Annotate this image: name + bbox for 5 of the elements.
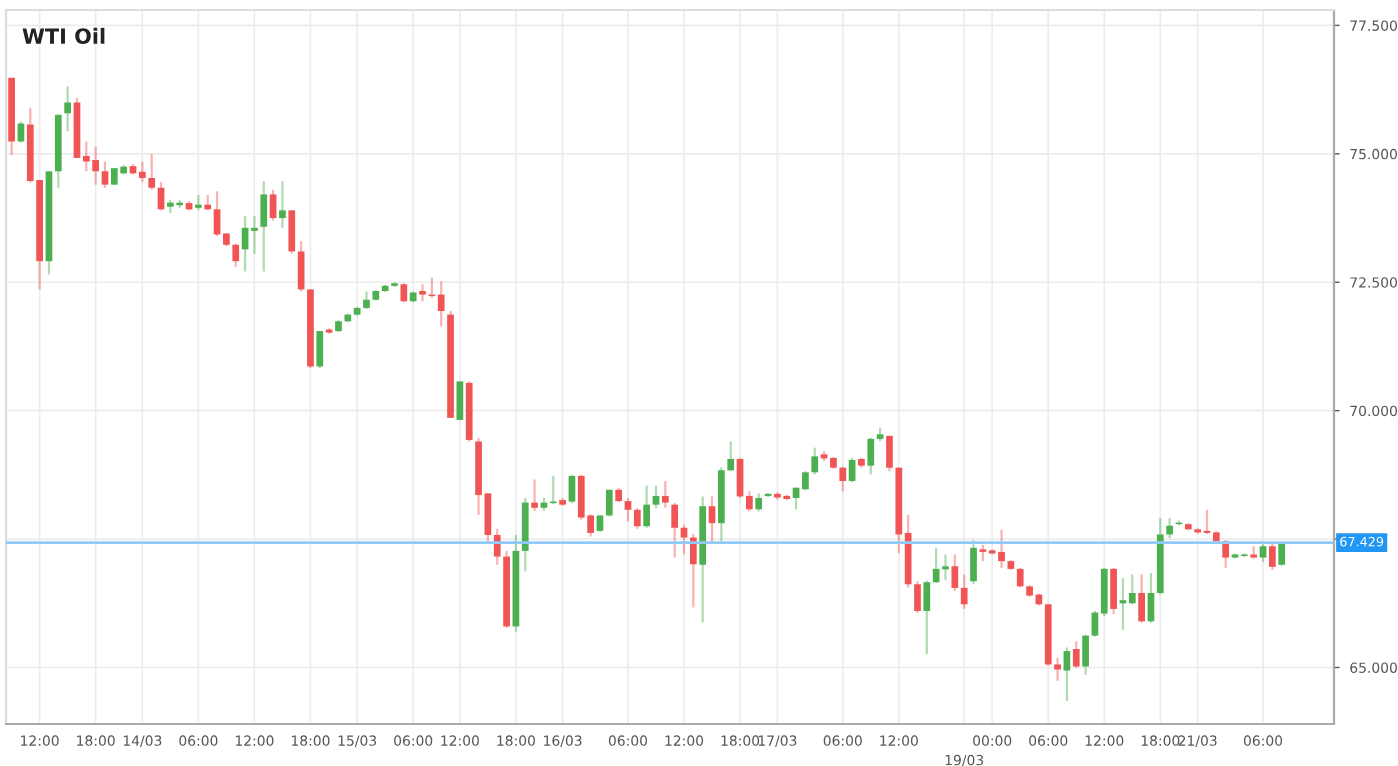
candlestick (419, 283, 426, 303)
text: WTI Oil (22, 27, 105, 44)
candlestick (456, 380, 464, 422)
candlestick (316, 329, 324, 370)
candlestick (288, 209, 296, 255)
